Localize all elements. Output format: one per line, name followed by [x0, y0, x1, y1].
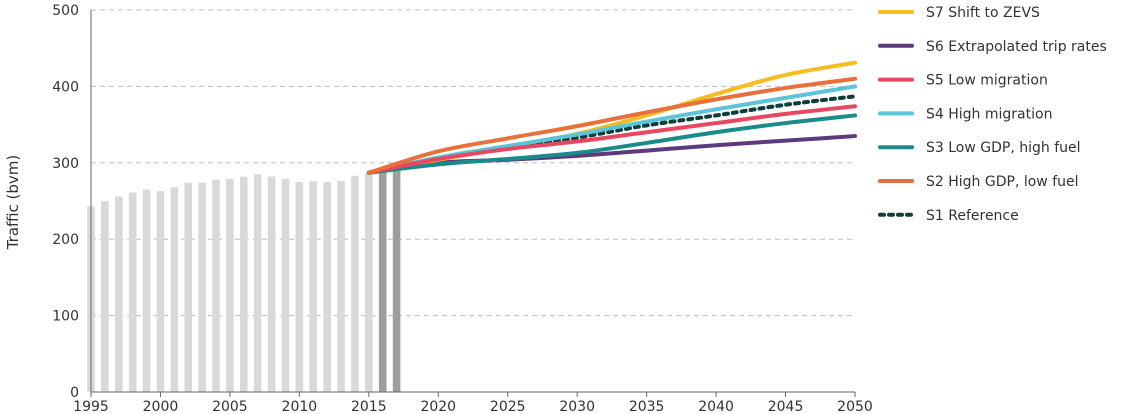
x-tick-label-2025: 2025 — [490, 399, 526, 414]
historical-bar-2004 — [212, 179, 220, 392]
legend-label-s2-high-gdp-low-fuel: S2 High GDP, low fuel — [926, 174, 1079, 190]
historical-bar-1998 — [128, 192, 137, 392]
historical-bar-2000 — [156, 191, 165, 392]
historical-bar-2003 — [198, 182, 206, 392]
x-tick-label-2035: 2035 — [629, 399, 665, 414]
historical-bar-1999 — [142, 189, 151, 392]
x-tick-label-2000: 2000 — [143, 399, 179, 414]
x-tick-label-2030: 2030 — [559, 399, 595, 414]
historical-bar-1997 — [114, 196, 123, 392]
x-tick-label-2020: 2020 — [420, 399, 456, 414]
legend-label-s5-low-migration: S5 Low migration — [926, 73, 1048, 89]
y-tick-label-100: 100 — [52, 309, 79, 325]
axes: 0 100 200 300 400 500 1995 2000 2005 2010 2015 2020… — [52, 3, 873, 414]
historical-bar-1996 — [101, 201, 109, 392]
legend-label-s4-high-migration: S4 High migration — [926, 106, 1052, 122]
y-tick-label-200: 200 — [52, 232, 79, 248]
y-tick-label-500: 500 — [52, 3, 79, 19]
series-lines — [366, 60, 857, 175]
historical-bar-2002 — [184, 182, 193, 392]
x-tick-label-2040: 2040 — [698, 399, 734, 414]
historical-bar-2001 — [170, 187, 179, 392]
recent-bar-2016 — [378, 168, 387, 392]
historical-bar-2015 — [365, 173, 373, 392]
historical-bar-2011 — [309, 181, 318, 392]
legend-label-s6-extrapolated-trip-rates: S6 Extrapolated trip rates — [926, 39, 1107, 55]
historical-bar-2006 — [240, 176, 248, 392]
series-line-s6-extrapolated-trip-rates — [366, 134, 857, 175]
historical-bar-2009 — [281, 178, 290, 392]
legend-label-s3-low-gdp-high-fuel: S3 Low GDP, high fuel — [926, 140, 1081, 156]
legend-label-s7-shift-to-zevs: S7 Shift to ZEVS — [926, 5, 1040, 21]
x-tick-label-2005: 2005 — [212, 399, 248, 414]
x-tick-label-1995: 1995 — [73, 399, 109, 414]
y-tick-label-0: 0 — [70, 385, 79, 401]
y-tick-label-400: 400 — [52, 79, 79, 95]
recent-bar-2017 — [392, 165, 401, 392]
y-axis-title: Traffic (bvm) — [4, 155, 22, 251]
historical-bar-2008 — [267, 176, 276, 392]
series-line-s3-low-gdp-high-fuel — [366, 113, 857, 175]
historical-bar-2014 — [351, 175, 359, 392]
x-tick-label-2045: 2045 — [768, 399, 804, 414]
bars — [87, 165, 401, 392]
historical-bar-2007 — [253, 174, 262, 392]
x-tick-label-2050: 2050 — [837, 399, 873, 414]
historical-bar-2010 — [295, 181, 304, 392]
legend-label-s1-reference: S1 Reference — [926, 208, 1019, 224]
x-tick-label-2010: 2010 — [282, 399, 318, 414]
series-line-s2-high-gdp-low-fuel — [366, 76, 857, 175]
historical-bar-2013 — [337, 181, 345, 392]
historical-bar-2005 — [226, 178, 234, 392]
legend: S7 Shift to ZEVS S6 Extrapolated trip rat… — [878, 5, 1107, 224]
historical-bar-2012 — [323, 181, 331, 392]
x-tick-label-2015: 2015 — [351, 399, 387, 414]
series-line-s5-low-migration — [366, 104, 857, 175]
y-tick-label-300: 300 — [52, 156, 79, 172]
